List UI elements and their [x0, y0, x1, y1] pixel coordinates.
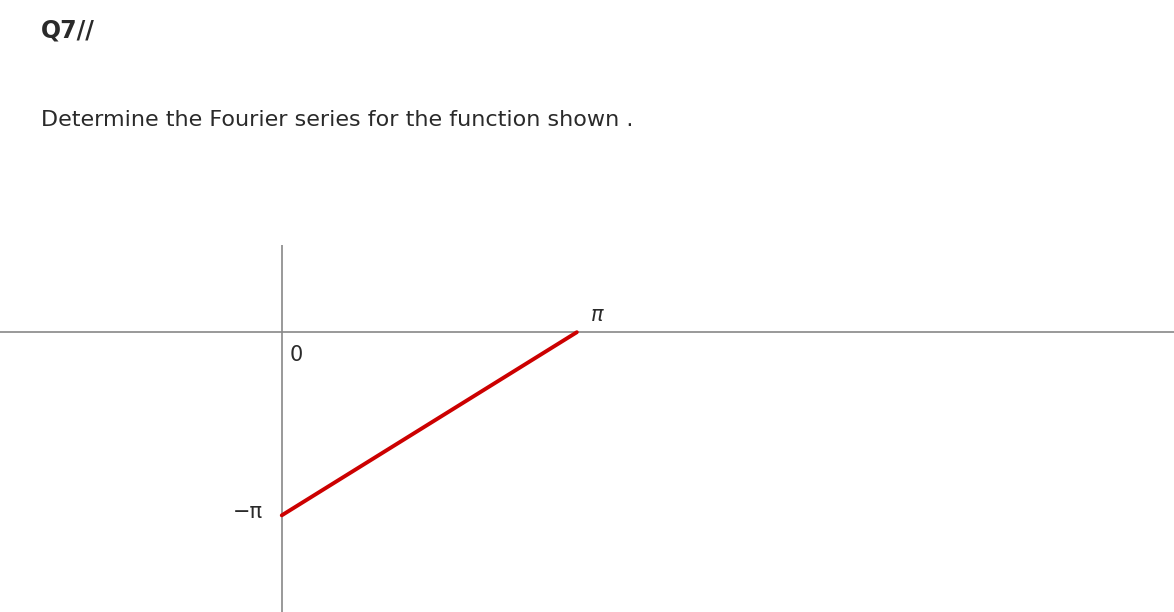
- Text: 0: 0: [289, 345, 303, 365]
- Text: Q7//: Q7//: [41, 18, 95, 42]
- Text: −π: −π: [232, 502, 263, 523]
- Text: Determine the Fourier series for the function shown .: Determine the Fourier series for the fun…: [41, 110, 634, 130]
- Text: π: π: [591, 305, 603, 325]
